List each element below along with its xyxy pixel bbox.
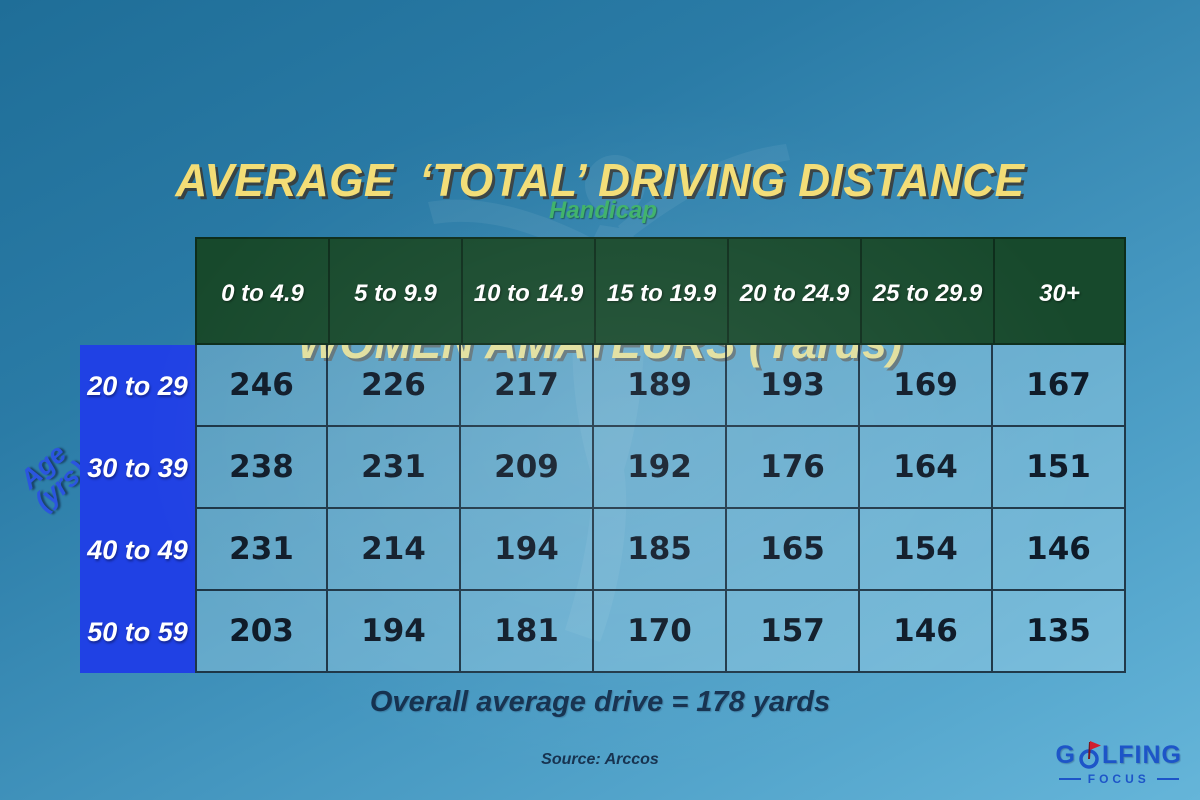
handicap-col-header: 10 to 14.9 <box>461 237 594 345</box>
logo-dash-right <box>1156 778 1179 780</box>
logo-subtitle-row: FOCUS <box>1056 772 1182 786</box>
distance-value-cell: 164 <box>860 427 993 509</box>
source-credit: Source: Arccos <box>541 751 659 768</box>
table-corner-spacer <box>80 237 195 345</box>
driving-distance-table: 0 to 4.9 5 to 9.9 10 to 14.9 15 to 19.9 20 t… <box>80 237 1126 673</box>
distance-value-cell: 209 <box>461 427 594 509</box>
distance-value-cell: 238 <box>195 427 328 509</box>
distance-value-cell: 189 <box>594 345 727 427</box>
handicap-axis-label: Handicap <box>548 197 658 224</box>
distance-value-cell: 192 <box>594 427 727 509</box>
distance-value-cell: 193 <box>727 345 860 427</box>
distance-value-cell: 170 <box>594 591 727 673</box>
distance-value-cell: 226 <box>328 345 461 427</box>
distance-value-cell: 167 <box>993 345 1126 427</box>
age-row-header: 30 to 39 <box>80 427 195 509</box>
distance-value-cell: 157 <box>727 591 860 673</box>
distance-value-cell: 231 <box>328 427 461 509</box>
handicap-col-header: 0 to 4.9 <box>195 237 328 345</box>
golfing-focus-logo: G LFING FOCUS <box>1056 739 1182 787</box>
distance-value-cell: 151 <box>993 427 1126 509</box>
distance-value-cell: 146 <box>860 591 993 673</box>
title-line-1: AVERAGE ‘TOTAL’ DRIVING DISTANCE <box>175 153 1025 206</box>
distance-value-cell: 194 <box>328 591 461 673</box>
age-row-header: 40 to 49 <box>80 509 195 591</box>
distance-value-cell: 214 <box>328 509 461 591</box>
distance-value-cell: 154 <box>860 509 993 591</box>
distance-value-cell: 194 <box>461 509 594 591</box>
distance-value-cell: 231 <box>195 509 328 591</box>
distance-value-cell: 165 <box>727 509 860 591</box>
distance-value-cell: 169 <box>860 345 993 427</box>
logo-text-prefix: G <box>1055 740 1076 769</box>
distance-value-cell: 176 <box>727 427 860 509</box>
distance-value-cell: 246 <box>195 345 328 427</box>
handicap-col-header: 15 to 19.9 <box>594 237 727 345</box>
logo-subtitle: FOCUS <box>1087 772 1150 786</box>
handicap-col-header: 25 to 29.9 <box>860 237 993 345</box>
golf-flag-icon <box>1079 741 1101 769</box>
distance-value-cell: 185 <box>594 509 727 591</box>
age-row-header: 50 to 59 <box>80 591 195 673</box>
distance-value-cell: 203 <box>195 591 328 673</box>
logo-dash-left <box>1058 778 1081 780</box>
handicap-col-header: 5 to 9.9 <box>328 237 461 345</box>
logo-wordmark: G LFING <box>1056 739 1182 771</box>
distance-value-cell: 146 <box>993 509 1126 591</box>
logo-text-suffix: LFING <box>1102 740 1182 769</box>
overall-average-note: Overall average drive = 178 yards <box>369 686 831 718</box>
distance-value-cell: 181 <box>461 591 594 673</box>
distance-value-cell: 217 <box>461 345 594 427</box>
age-row-header: 20 to 29 <box>80 345 195 427</box>
handicap-col-header: 20 to 24.9 <box>727 237 860 345</box>
distance-value-cell: 135 <box>993 591 1126 673</box>
handicap-col-header: 30+ <box>993 237 1126 345</box>
